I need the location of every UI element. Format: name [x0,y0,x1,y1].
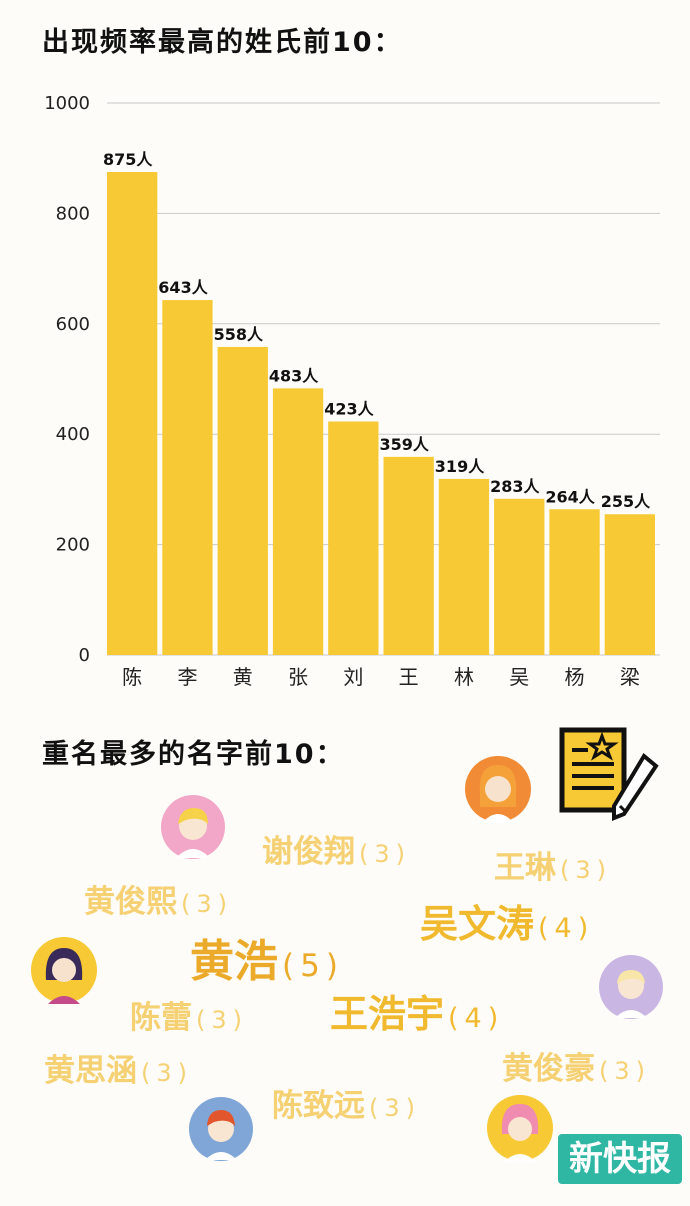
x-tick-label: 张 [288,665,308,689]
bar [162,300,213,655]
avatar-icon [189,1097,253,1161]
x-tick-label: 黄 [233,665,253,689]
name-item: 吴文涛 (4) [420,902,595,946]
name-item: 谢俊翔 (3) [262,834,411,870]
y-tick-label: 0 [79,645,90,666]
x-tick-label: 林 [454,665,474,689]
name-item: 黄俊豪 (3) [502,1051,651,1087]
bar [272,388,324,655]
y-tick-label: 600 [56,314,90,335]
bar [217,346,268,655]
bar [549,509,600,655]
bar-value-label: 875人 [103,150,153,169]
bar-value-label: 558人 [214,325,264,344]
names-section-title: 重名最多的名字前10： [42,739,345,770]
avatar-icon [161,795,225,859]
pencil-icon [612,752,659,821]
name-item: 陈蕾 (3) [130,1000,248,1036]
bar [383,456,434,655]
x-tick-label: 李 [177,665,197,689]
avatar-icon [31,937,97,1004]
avatar-icon [599,955,663,1019]
bar [494,498,545,655]
name-item: 黄思涵 (3) [44,1053,193,1089]
name-item: 黄浩 (5) [190,936,344,987]
bar-value-label: 283人 [490,477,540,496]
y-tick-label: 200 [56,535,90,556]
name-item: 王浩宇 (4) [330,992,505,1036]
x-tick-label: 刘 [343,665,363,689]
bar-value-label: 359人 [380,435,430,454]
x-tick-label: 梁 [620,665,640,689]
name-item: 陈致远 (3) [272,1088,421,1124]
x-tick-label: 陈 [122,665,142,689]
bar [438,478,490,655]
x-tick-label: 杨 [565,665,585,689]
y-tick-label: 400 [56,424,90,445]
bar-value-label: 319人 [435,457,485,476]
y-tick-label: 1000 [44,93,90,114]
document-star-icon [559,727,659,821]
y-tick-label: 800 [56,203,90,224]
chart-title: 出现频率最高的姓氏前10： [42,27,403,58]
bar-value-label: 264人 [545,487,595,506]
name-item: 王琳 (3) [494,850,612,886]
avatar-icon [487,1095,553,1162]
bar-value-label: 643人 [158,278,208,297]
bar [604,514,655,655]
x-tick-label: 吴 [509,665,529,689]
name-item: 黄俊熙 (3) [84,884,233,920]
avatar-icon [465,756,531,823]
bar-value-label: 423人 [324,400,374,419]
bar [328,421,379,655]
bar-value-label: 255人 [601,492,651,511]
x-tick-label: 王 [399,665,419,689]
bar-value-label: 483人 [269,366,319,385]
newspaper-logo: 新快报 [558,1134,682,1184]
bar [107,172,158,655]
